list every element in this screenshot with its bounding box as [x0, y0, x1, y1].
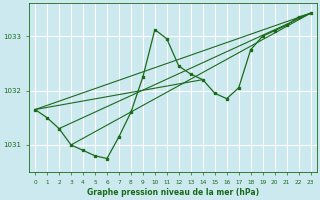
X-axis label: Graphe pression niveau de la mer (hPa): Graphe pression niveau de la mer (hPa)	[87, 188, 259, 197]
